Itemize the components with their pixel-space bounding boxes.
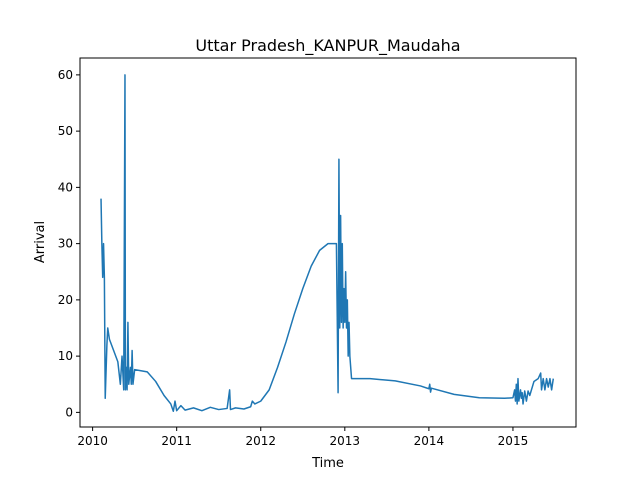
x-tick-label: 2012	[245, 434, 276, 448]
y-tick-label: 0	[65, 405, 73, 419]
y-tick-label: 50	[58, 124, 73, 138]
series-layer	[100, 74, 555, 412]
x-axis-label: Time	[311, 456, 344, 471]
x-tick-label: 2014	[414, 434, 445, 448]
y-tick-label: 60	[58, 68, 73, 82]
series-line-0	[100, 74, 555, 412]
y-axis: 0 10 20 30 40 50 60	[58, 68, 80, 419]
y-tick-label: 30	[58, 237, 73, 251]
chart-title: Uttar Pradesh_KANPUR_Maudaha	[195, 36, 460, 56]
y-tick-label: 10	[58, 349, 73, 363]
y-axis-label: Arrival	[33, 221, 48, 263]
x-tick-label: 2015	[498, 434, 529, 448]
x-tick-label: 2011	[161, 434, 192, 448]
x-tick-label: 2013	[330, 434, 361, 448]
x-tick-label: 2010	[77, 434, 108, 448]
x-axis: 2010 2011 2012 2013 2014 2015	[77, 427, 528, 448]
y-tick-label: 40	[58, 180, 73, 194]
plot-frame	[79, 57, 577, 428]
y-tick-label: 20	[58, 293, 73, 307]
